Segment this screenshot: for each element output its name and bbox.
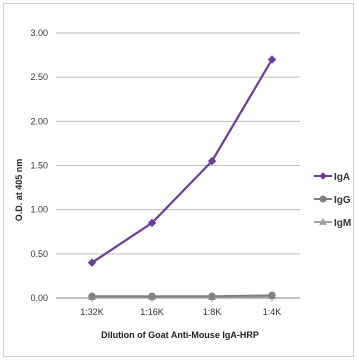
- x-tick-label: 1:8K: [203, 307, 222, 317]
- series-IgA: [87, 55, 277, 267]
- y-axis-title: O.D. at 405 nm: [14, 159, 24, 222]
- legend-label: IgG: [334, 195, 351, 206]
- y-tick-label: 2.00: [30, 116, 48, 126]
- x-tick-label: 1:16K: [140, 307, 164, 317]
- series-IgG: [88, 291, 276, 300]
- y-tick-label: 0.00: [30, 293, 48, 303]
- data-point: [147, 218, 157, 228]
- data-point: [148, 292, 156, 300]
- data-point: [207, 156, 217, 166]
- data-point: [319, 217, 327, 225]
- y-tick-label: 2.50: [30, 72, 48, 82]
- x-tick-label: 1:4K: [263, 307, 282, 317]
- legend-label: IgA: [334, 172, 350, 183]
- y-tick-label: 1.00: [30, 205, 48, 215]
- data-point: [88, 292, 96, 300]
- series-line: [91, 58, 273, 264]
- data-point: [208, 292, 216, 300]
- y-tick-labels: 0.00 0.50 1.00 1.50 2.00 2.50 3.00: [30, 28, 48, 303]
- y-tick-label: 1.50: [30, 161, 48, 171]
- x-tick-labels: 1:32K 1:16K 1:8K 1:4K: [80, 298, 281, 317]
- legend-item: IgG: [314, 195, 351, 206]
- data-point: [267, 55, 277, 64]
- data-point: [319, 195, 327, 203]
- data-point: [319, 172, 327, 180]
- legend-item: IgM: [314, 217, 351, 229]
- series-line: [92, 294, 273, 298]
- data-point: [87, 258, 97, 267]
- legend: IgA IgG IgM: [314, 172, 351, 229]
- x-axis-title: Dilution of Goat Anti-Mouse IgA-HRP: [101, 330, 259, 340]
- legend-item: IgA: [314, 172, 350, 183]
- legend-label: IgM: [334, 218, 351, 229]
- data-point: [268, 291, 276, 300]
- y-tick-label: 3.00: [30, 28, 48, 38]
- x-tick-label: 1:32K: [80, 307, 104, 317]
- y-tick-label: 0.50: [30, 249, 48, 259]
- data-series: [87, 55, 277, 301]
